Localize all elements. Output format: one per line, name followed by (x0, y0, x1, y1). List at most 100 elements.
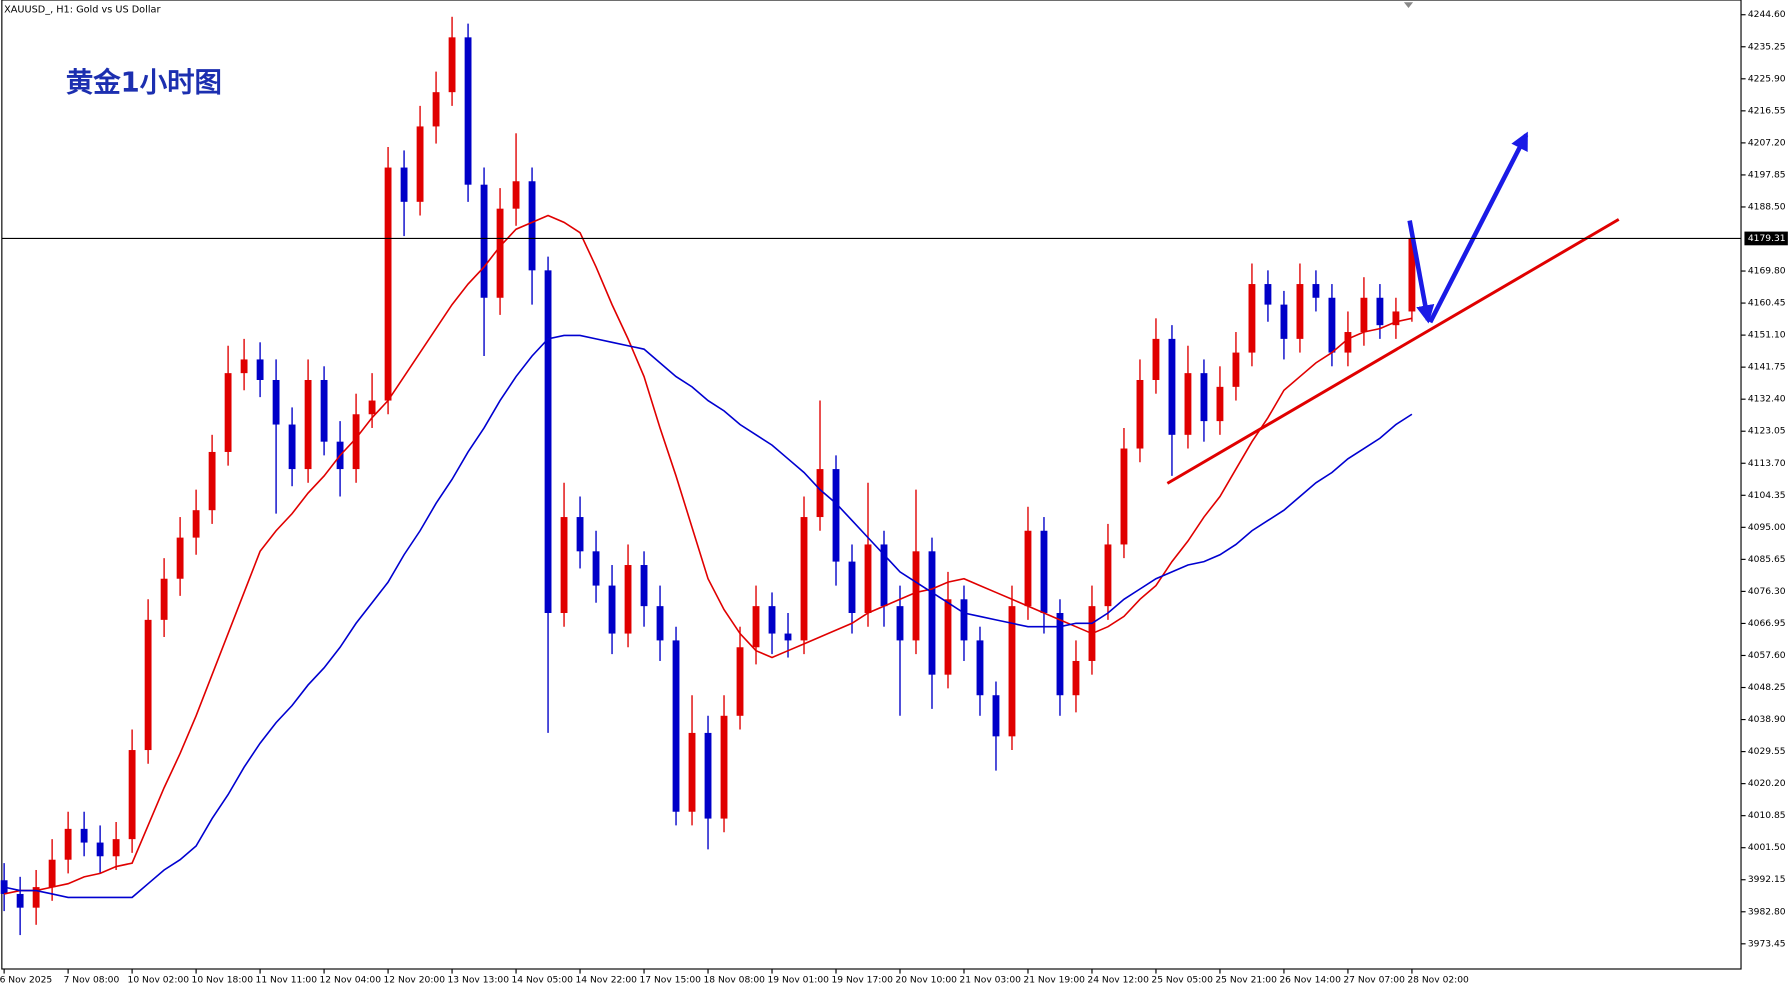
candle-body (128, 750, 136, 840)
candle-body (48, 859, 56, 888)
candle-body (288, 424, 296, 470)
candle-body (304, 379, 312, 470)
x-tick-label: 13 Nov 13:00 (447, 976, 509, 985)
x-tick-label: 19 Nov 01:00 (767, 976, 829, 985)
annotation: 黄金1小时图 (66, 66, 222, 98)
candle-body (208, 451, 216, 511)
current-price-box (1744, 231, 1788, 246)
x-tick-label: 7 Nov 08:00 (64, 976, 120, 985)
candle-body (64, 828, 72, 860)
candle-body (1168, 338, 1176, 435)
candle-body (1344, 332, 1352, 353)
candle-body (944, 599, 952, 675)
y-tick-label: 4076.30 (1748, 587, 1786, 597)
x-tick-label: 27 Nov 07:00 (1343, 976, 1405, 985)
y-tick-label: 4095.00 (1748, 523, 1786, 533)
candle-body (1296, 284, 1304, 339)
candle-body (464, 37, 472, 185)
x-tick-label: 6 Nov 2025 (0, 976, 52, 985)
x-tick-label: 14 Nov 05:00 (511, 976, 573, 985)
candle-body (816, 469, 824, 518)
candle-body (592, 551, 600, 586)
x-tick-label: 21 Nov 19:00 (1023, 976, 1085, 985)
y-tick-label: 4057.60 (1748, 651, 1786, 661)
y-tick-label: 4160.45 (1748, 299, 1786, 309)
y-tick-label: 4113.70 (1748, 459, 1786, 469)
candle-body (880, 544, 888, 607)
y-tick-label: 4151.10 (1748, 331, 1786, 341)
y-tick-label: 4188.50 (1748, 202, 1786, 212)
x-tick-label: 12 Nov 04:00 (320, 976, 382, 985)
candle-body (656, 606, 664, 641)
candle-body (1136, 379, 1144, 449)
candle-body (912, 551, 920, 641)
y-tick-label: 4244.60 (1748, 10, 1786, 20)
x-tick-label: 26 Nov 14:00 (1279, 976, 1341, 985)
current-price-label: 4179.31 (1748, 234, 1786, 244)
y-tick-label: 4132.40 (1748, 395, 1786, 405)
x-tick-label: 17 Nov 15:00 (639, 976, 701, 985)
y-tick-label: 4001.50 (1748, 843, 1786, 853)
y-tick-label: 4207.20 (1748, 138, 1786, 148)
candle-body (576, 517, 584, 552)
candle-body (432, 92, 440, 127)
candle-body (1232, 352, 1240, 387)
candle-body (1152, 338, 1160, 380)
candle-body (528, 181, 536, 271)
candle-body (736, 647, 744, 716)
candle-body (352, 414, 360, 470)
x-tick-label: 10 Nov 02:00 (128, 976, 190, 985)
candle-body (1280, 304, 1288, 339)
candle-body (1360, 297, 1368, 333)
y-tick-label: 4010.85 (1748, 811, 1786, 821)
y-tick-label: 3992.15 (1748, 875, 1786, 885)
candle-body (240, 359, 248, 374)
candle-body (448, 37, 456, 93)
candle-body (1312, 284, 1320, 298)
candle-body (1184, 373, 1192, 435)
candle-body (640, 565, 648, 607)
candle-body (864, 544, 872, 613)
candle-body (608, 585, 616, 634)
candle-body (256, 359, 264, 380)
moving-average-line (3, 334, 1413, 899)
arrow-down (1407, 220, 1435, 324)
candle-body (1376, 297, 1384, 326)
candle-body (704, 732, 712, 819)
x-tick-label: 18 Nov 08:00 (703, 976, 765, 985)
candle-body (1008, 606, 1016, 737)
y-tick-label: 4123.05 (1748, 427, 1786, 437)
candle-body (480, 184, 488, 298)
marks (0, 16, 1416, 936)
x-tick-label: 21 Nov 03:00 (959, 976, 1021, 985)
candle-body (400, 167, 408, 202)
candle-body (720, 715, 728, 819)
candle-body (1248, 284, 1256, 353)
candle-body (992, 695, 1000, 737)
candle-body (1104, 544, 1112, 607)
candle-body (1072, 660, 1080, 696)
x-tick-label: 20 Nov 10:00 (895, 976, 957, 985)
x-tick-label: 25 Nov 05:00 (1151, 976, 1213, 985)
candle-body (896, 606, 904, 641)
x-tick-label: 11 Nov 11:00 (256, 976, 318, 985)
candle-body (1408, 238, 1416, 312)
candle-body (848, 561, 856, 613)
arrow-up (1428, 131, 1529, 324)
candle-body (1392, 311, 1400, 326)
candle-body (960, 599, 968, 641)
y-tick-label: 3973.45 (1748, 939, 1786, 949)
candle-body (1024, 530, 1032, 607)
y-tick-label: 4038.90 (1748, 715, 1786, 725)
candle-body (0, 880, 8, 894)
candle-body (624, 565, 632, 634)
candle-body (800, 517, 808, 641)
y-tick-label: 4020.20 (1748, 779, 1786, 789)
candle-body (512, 181, 520, 209)
moving-average-line (3, 214, 1413, 895)
candle-body (1328, 297, 1336, 353)
candle-body (144, 619, 152, 751)
y-tick-label: 4066.95 (1748, 619, 1786, 629)
candle-body (688, 732, 696, 812)
